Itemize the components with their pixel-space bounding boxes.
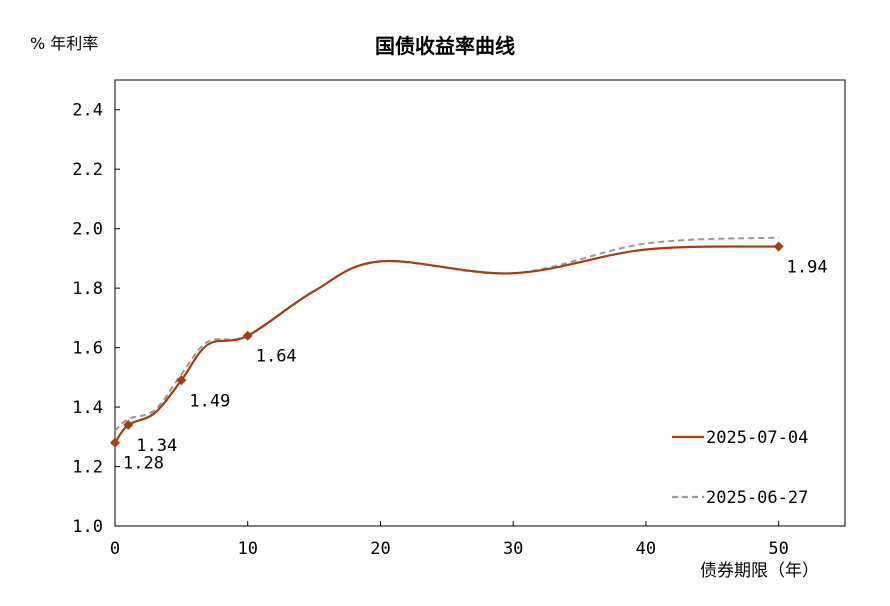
plot-frame xyxy=(114,79,846,527)
legend-label: 2025-07-04 xyxy=(706,428,808,448)
x-tick-label: 10 xyxy=(237,539,257,559)
x-axis-label: 债券期限（年） xyxy=(700,561,819,581)
y-tick-label: 2.4 xyxy=(72,101,103,121)
data-label: 1.64 xyxy=(256,347,297,367)
data-point-marker xyxy=(242,330,253,341)
y-axis-label: % 年利率 xyxy=(30,34,99,53)
legend-label: 2025-06-27 xyxy=(706,488,808,508)
data-point-marker xyxy=(773,241,784,252)
y-tick-label: 1.2 xyxy=(72,458,103,478)
data-point-marker xyxy=(123,419,134,430)
data-label: 1.28 xyxy=(123,454,164,474)
x-tick-label: 50 xyxy=(768,539,788,559)
y-tick-label: 1.4 xyxy=(72,398,103,418)
y-tick-label: 2.2 xyxy=(72,160,103,180)
x-tick-label: 30 xyxy=(503,539,523,559)
data-point-marker xyxy=(176,375,187,386)
y-tick-label: 2.0 xyxy=(72,220,103,240)
data-label: 1.49 xyxy=(189,391,230,411)
data-label: 1.94 xyxy=(787,258,828,278)
series-line-2025-06-27 xyxy=(114,236,779,432)
y-tick-label: 1.6 xyxy=(72,339,103,359)
x-tick-label: 20 xyxy=(370,539,390,559)
data-point-marker xyxy=(110,437,120,448)
chart-title: 国债收益率曲线 xyxy=(375,34,515,58)
data-label: 1.34 xyxy=(136,436,177,456)
x-tick-label: 40 xyxy=(636,539,656,559)
x-tick-label: 0 xyxy=(110,539,120,559)
series-line-2025-07-04 xyxy=(114,245,779,444)
y-tick-label: 1.8 xyxy=(72,279,103,299)
y-tick-label: 1.0 xyxy=(72,517,103,537)
